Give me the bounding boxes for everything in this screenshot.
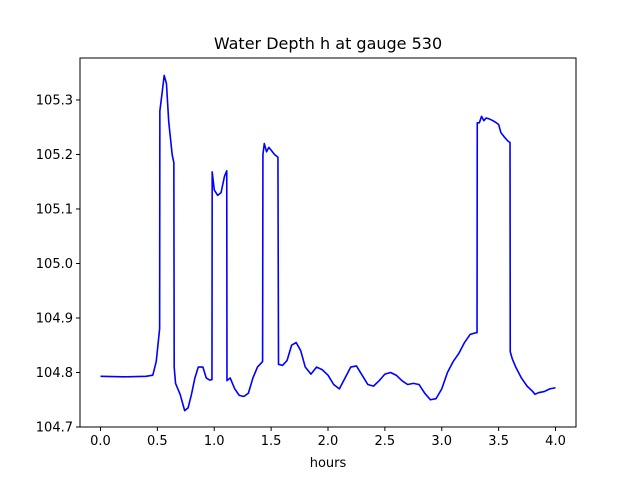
- x-tick-label: 1.5: [261, 434, 282, 449]
- x-tick-label: 0.0: [90, 434, 111, 449]
- y-axis-ticks: 104.7 104.8 104.9 105.0 105.1 105.2 105.3: [36, 93, 80, 436]
- x-tick-label: 0.5: [147, 434, 168, 449]
- x-tick-label: 2.5: [375, 434, 396, 449]
- x-tick-label: 2.0: [318, 434, 339, 449]
- y-tick-label: 104.9: [36, 311, 73, 326]
- y-tick-label: 104.8: [36, 366, 73, 381]
- x-tick-label: 1.0: [204, 434, 225, 449]
- series-layer: [100, 74, 556, 412]
- x-axis-label: hours: [310, 456, 347, 471]
- y-tick-label: 104.7: [36, 421, 73, 436]
- x-tick-label: 4.0: [545, 434, 566, 449]
- y-tick-label: 105.0: [36, 257, 73, 272]
- x-axis-ticks: 0.0 0.5 1.0 1.5 2.0 2.5 3.0 3.5 4.0: [90, 427, 566, 449]
- x-tick-label: 3.5: [488, 434, 509, 449]
- chart-title: Water Depth h at gauge 530: [214, 34, 442, 53]
- series-line-0: [100, 74, 556, 412]
- x-tick-label: 3.0: [431, 434, 452, 449]
- y-tick-label: 105.3: [36, 93, 73, 108]
- y-tick-label: 105.2: [36, 148, 73, 163]
- y-tick-label: 105.1: [36, 202, 73, 217]
